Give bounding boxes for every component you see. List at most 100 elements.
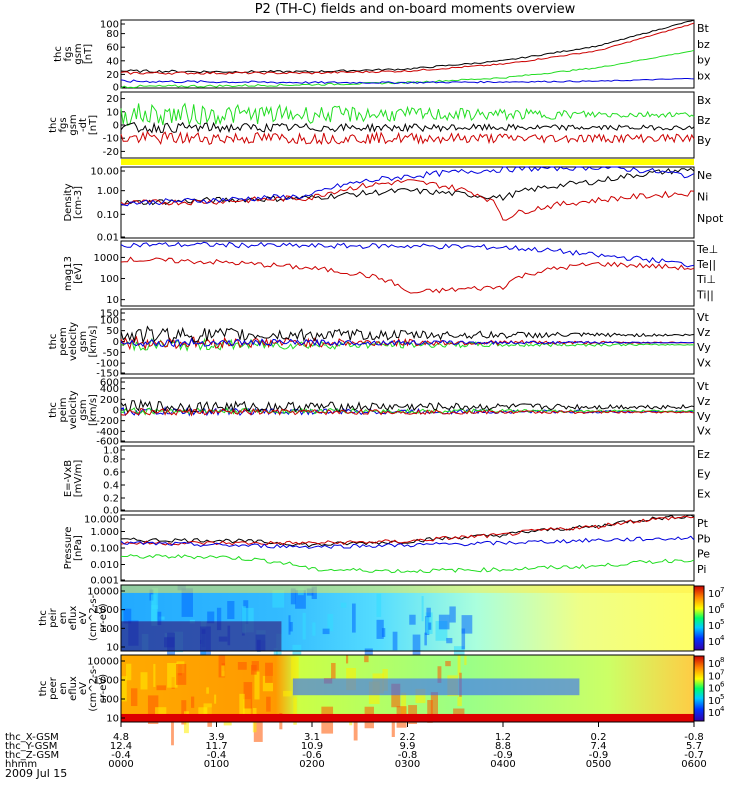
panel-frame: [120, 19, 695, 89]
legend-entry: Pt: [697, 517, 709, 530]
yticks-density: 10.00 1.00 0.10 0.01: [90, 167, 125, 244]
colorbar-label: 10: [708, 637, 721, 648]
ytick-label: 80: [106, 29, 119, 40]
ephemeris-value: 0400: [490, 759, 515, 770]
spectrogram-texture: [435, 620, 448, 641]
spectrogram-texture: [214, 694, 217, 704]
ylabel-line: peir: [48, 607, 59, 627]
legend-temperature: Te⊥ Te|| Ti⊥ Ti||: [696, 243, 718, 301]
ephemeris-value: 9.9: [400, 741, 416, 752]
spectrogram-texture: [364, 655, 369, 663]
ylabel-line: velocity: [68, 390, 79, 429]
ytick-label: 0.0: [103, 506, 119, 517]
panel-efield: E=-VxB [mV/m] 1.00.8 0.6 0.4 0.20.0 Ez Ey Ex: [63, 445, 711, 517]
spectrogram-texture: [130, 688, 138, 707]
spectrogram-texture: [123, 608, 132, 624]
panel-density: Density [cm-3] 10.00 1.00 0.10 0.01 Ne Ni Npot: [63, 166, 724, 244]
ytick-label: -100: [96, 359, 119, 370]
legend-peim-velocity: Vt Vz Vy Vx: [697, 380, 712, 438]
ytick-label: 0: [113, 406, 119, 417]
ytick-label: 1000: [94, 676, 119, 687]
trace-peem-velocity-black: [120, 325, 695, 345]
ytick-label: 1.0: [103, 446, 119, 457]
trace-fgs-gsm-detrend-green: [120, 102, 695, 126]
ylabel-line: en: [58, 682, 69, 695]
spectrogram-texture: [391, 721, 395, 737]
ylabel-peem-velocity: thc peem velocity gsm [km/s]: [48, 322, 99, 361]
quality-flag-bar: [121, 159, 694, 165]
spectrogram-texture: [427, 700, 433, 723]
colorbar-exponent: 5: [720, 693, 724, 701]
spectrogram-texture: [121, 676, 127, 702]
series-fgs-gsm-bx: [120, 78, 695, 84]
spectrogram-texture: [464, 655, 467, 666]
ylabel-line: (cm^2-s-: [88, 594, 99, 641]
ytick-label: -20: [103, 147, 119, 158]
ylabel-line: thc: [53, 46, 64, 62]
spectrogram-texture: [243, 682, 253, 709]
ytick-label: -150: [96, 369, 119, 380]
ephemeris-value: 0100: [204, 759, 229, 770]
spectrogram-texture: [207, 611, 215, 624]
ytick-label: 10: [106, 643, 119, 654]
legend-entry: Pe: [697, 548, 710, 561]
legend-pressure: Pt Pb Pe Pi: [697, 517, 711, 576]
ytick-label: 150: [100, 309, 119, 320]
ylabel-line: peim: [58, 397, 69, 422]
colorbar-label: 10: [708, 708, 721, 719]
spectrogram-texture: [449, 606, 456, 623]
ytick-label: 100: [100, 20, 119, 31]
ylabel-efield: E=-VxB [mV/m]: [63, 460, 84, 498]
ephemeris-value: 4.8: [113, 732, 129, 743]
colorbar-exponent: 6: [720, 602, 725, 610]
legend-entry: Vz: [697, 326, 711, 339]
ytick-label: 10: [106, 714, 119, 725]
ylabel-line: mag13: [63, 256, 74, 291]
colorbar-exponent: 4: [720, 705, 725, 713]
ephemeris-value: 11.7: [205, 741, 227, 752]
ytick-label: -50: [103, 348, 119, 359]
spectrogram-texture: [445, 660, 451, 667]
legend-entry: Pi: [697, 563, 706, 576]
spectrogram-texture: [227, 601, 235, 620]
ylabel-line: [cm-3]: [73, 186, 84, 219]
spectrogram-low-band: [121, 621, 282, 651]
legend-entry: bz: [697, 38, 710, 51]
ytick-label: 0: [113, 121, 119, 132]
spectrogram-texture: [151, 605, 158, 626]
ytick-label: 1.00: [97, 186, 119, 197]
spectrogram-texture: [424, 632, 427, 646]
legend-fgs-gsm-detrend: Bx Bz By: [697, 94, 712, 147]
legend-entry: By: [697, 134, 712, 147]
ylabel-line: fgs: [58, 117, 69, 132]
colorbar-exponent: 7: [720, 586, 724, 594]
spectrogram-texture: [206, 687, 209, 694]
spectrogram-texture: [438, 614, 450, 630]
panel-frame: [120, 308, 695, 375]
ylabel-line: [nT]: [83, 44, 94, 64]
colorbar-label: 10: [708, 659, 721, 670]
ephemeris-value: 5.7: [686, 741, 702, 752]
ephemeris-value: 0200: [299, 759, 324, 770]
legend-entry: Ey: [697, 468, 711, 481]
spectrogram-texture: [295, 590, 306, 609]
panel-peim-velocity: thc peim velocity gsm [km/s]6004002000-200-4…: [48, 377, 712, 448]
ytick-label: 10: [106, 295, 119, 306]
legend-entry: Bt: [697, 22, 710, 35]
ephemeris-value: -0.4: [111, 750, 131, 761]
ytick-label: 60: [106, 43, 119, 54]
ylabel-density: Density [cm-3]: [63, 183, 84, 221]
ylabel-line: [km/s]: [88, 325, 99, 357]
ylabel-line: thc: [48, 334, 59, 350]
colorbar-scale: [693, 655, 705, 722]
spectrogram-texture: [340, 602, 347, 608]
spectrogram-texture: [353, 717, 358, 741]
trace-peim-velocity-red: [120, 407, 695, 417]
spectrogram-texture: [453, 708, 465, 718]
ytick-label: 10000: [87, 587, 119, 598]
series-pressure-Pi: [120, 535, 695, 549]
spectrogram-texture: [409, 614, 416, 625]
spectrogram-texture: [391, 683, 401, 708]
legend-entry: Ti⊥: [696, 273, 716, 286]
